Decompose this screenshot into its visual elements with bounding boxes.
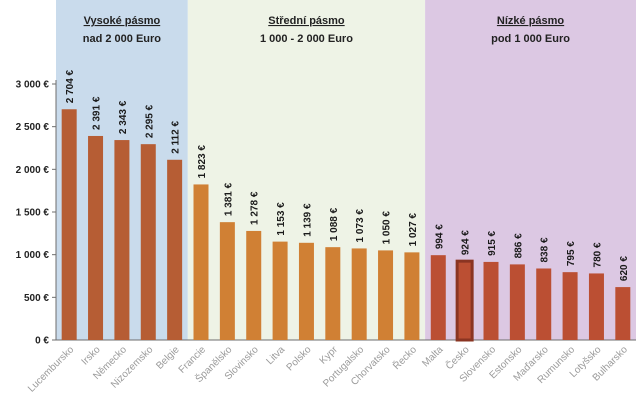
bar-18 — [536, 268, 552, 340]
x-tick-label-10: Kypr — [318, 344, 341, 367]
band-title-0: Vysoké pásmo — [84, 15, 161, 27]
x-axis-labels: Lucembursko IrskoNěmeckoNizozemskoBelgieF… — [26, 343, 630, 395]
bar-15 — [455, 259, 474, 342]
bar-14 — [430, 255, 446, 340]
bar-12 — [378, 250, 394, 340]
bar-2 — [114, 140, 130, 340]
x-tick-label-9: Polsko — [285, 344, 314, 373]
data-label-0: 2 704 € — [65, 69, 76, 103]
band-subtitle-1: 1 000 - 2 000 Euro — [260, 33, 353, 45]
band-title-2: Nízké pásmo — [497, 15, 565, 27]
data-label-2: 2 343 € — [118, 100, 129, 134]
band-subtitle-0: nad 2 000 Euro — [83, 33, 162, 45]
data-label-14: 994 € — [434, 224, 445, 249]
x-tick-label-0: Lucembursko — [26, 344, 77, 395]
data-label-5: 1 823 € — [197, 145, 208, 179]
y-tick-label: 0 € — [35, 336, 49, 347]
data-label-16: 915 € — [487, 230, 498, 255]
x-tick-label-13: Řecko — [390, 343, 420, 373]
y-tick-label: 3 000 € — [16, 80, 50, 91]
data-label-6: 1 381 € — [223, 182, 234, 216]
y-tick-label: 2 500 € — [16, 122, 50, 133]
data-label-18: 838 € — [540, 237, 551, 262]
bar-10 — [325, 247, 341, 340]
bars — [61, 109, 631, 342]
data-label-13: 1 027 € — [408, 213, 419, 247]
bar-6 — [219, 222, 235, 340]
bar-20 — [588, 273, 604, 340]
y-tick-label: 500 € — [24, 293, 49, 304]
bar-7 — [246, 230, 262, 340]
y-tick-label: 2 000 € — [16, 165, 50, 176]
bar-1 — [88, 135, 104, 340]
bar-21 — [615, 287, 631, 340]
data-label-20: 780 € — [592, 242, 603, 267]
bar-17 — [509, 264, 525, 340]
data-label-10: 1 088 € — [329, 207, 340, 241]
data-label-15: 924 € — [461, 230, 472, 255]
bar-8 — [272, 241, 288, 340]
bar-0 — [61, 109, 77, 340]
data-label-1: 2 391 € — [92, 96, 103, 130]
data-label-17: 886 € — [513, 233, 524, 258]
bar-13 — [404, 252, 420, 340]
data-label-19: 795 € — [566, 241, 577, 266]
data-label-4: 2 112 € — [171, 121, 182, 154]
data-label-21: 620 € — [619, 256, 630, 281]
bar-11 — [351, 248, 367, 340]
data-label-9: 1 139 € — [302, 203, 313, 237]
band-subtitle-2: pod 1 000 Euro — [491, 33, 570, 45]
data-label-3: 2 295 € — [144, 104, 155, 138]
bar-4 — [167, 159, 183, 340]
data-label-12: 1 050 € — [382, 211, 393, 245]
bar-9 — [298, 242, 314, 340]
bar-5 — [193, 184, 209, 340]
data-label-7: 1 278 € — [250, 191, 261, 225]
data-label-8: 1 153 € — [276, 202, 287, 236]
band-title-1: Střední pásmo — [268, 15, 345, 27]
x-tick-label-14: Malta — [420, 344, 445, 369]
y-tick-label: 1 000 € — [16, 250, 50, 261]
x-tick-label-8: Litva — [264, 344, 287, 367]
data-labels: 2 704 € 2 391 € 2 343 € 2 295 € 2 112 € 1 823… — [65, 69, 630, 281]
y-tick-label: 1 500 € — [16, 208, 50, 219]
bar-3 — [140, 144, 156, 340]
bar-19 — [562, 272, 578, 340]
data-label-11: 1 073 € — [355, 209, 366, 243]
x-tick-label-1: Irsko — [80, 344, 103, 367]
bar-16 — [483, 261, 499, 340]
